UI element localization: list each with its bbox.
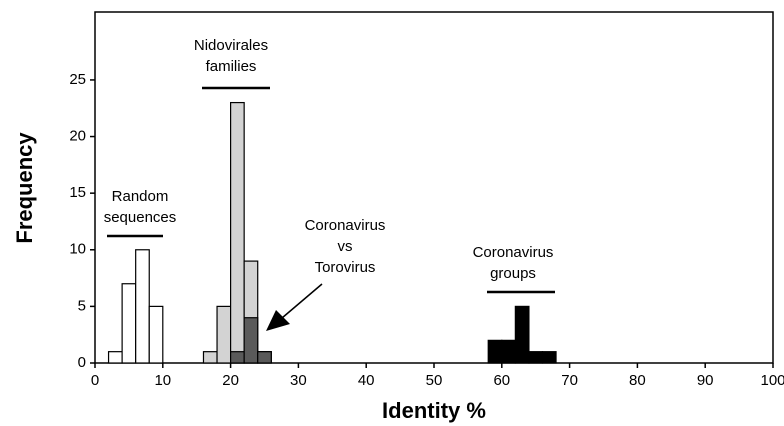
bar: [501, 339, 516, 364]
bar: [541, 351, 557, 364]
y-axis-title: Frequency: [12, 132, 37, 244]
bar: [107, 351, 123, 364]
bar: [487, 339, 503, 364]
bar: [528, 351, 544, 364]
x-tick-label: 50: [426, 372, 443, 389]
bar: [230, 101, 245, 364]
bar: [257, 351, 272, 364]
group-label: Coronavirus: [305, 217, 386, 234]
bar: [216, 305, 232, 364]
group-label: Random: [112, 188, 169, 205]
bar: [514, 305, 530, 364]
x-axis-title: Identity %: [382, 398, 486, 423]
x-tick-label: 0: [91, 372, 99, 389]
plot-frame: [94, 11, 774, 364]
y-tick-label: 10: [69, 241, 86, 258]
group-label: Coronavirus: [473, 244, 554, 261]
x-tick-label: 40: [358, 372, 375, 389]
group-label: sequences: [104, 209, 177, 226]
x-tick-label: 80: [629, 372, 646, 389]
bar: [243, 317, 259, 364]
arrow-shaft: [281, 283, 323, 319]
group-label: vs: [338, 238, 353, 255]
x-tick-label: 20: [222, 372, 239, 389]
x-tick-label: 60: [493, 372, 510, 389]
y-tick-label: 20: [69, 128, 86, 145]
bar: [148, 305, 164, 364]
arrow-head: [266, 310, 290, 331]
x-tick-label: 90: [697, 372, 714, 389]
y-tick-label: 15: [69, 184, 86, 201]
bar: [202, 351, 218, 364]
y-tick-label: 0: [78, 354, 86, 371]
x-tick-label: 30: [290, 372, 307, 389]
x-tick-label: 10: [154, 372, 171, 389]
group-label: Nidovirales: [194, 37, 268, 54]
bar: [230, 351, 245, 364]
y-tick-label: 25: [69, 71, 86, 88]
group-label: families: [206, 58, 257, 75]
y-tick-label: 5: [78, 297, 86, 314]
bar: [121, 283, 137, 364]
x-tick-label: 70: [561, 372, 578, 389]
bar: [135, 249, 150, 364]
group-label: Torovirus: [315, 259, 376, 276]
x-tick-label: 100: [760, 372, 784, 389]
group-label: groups: [490, 265, 536, 282]
